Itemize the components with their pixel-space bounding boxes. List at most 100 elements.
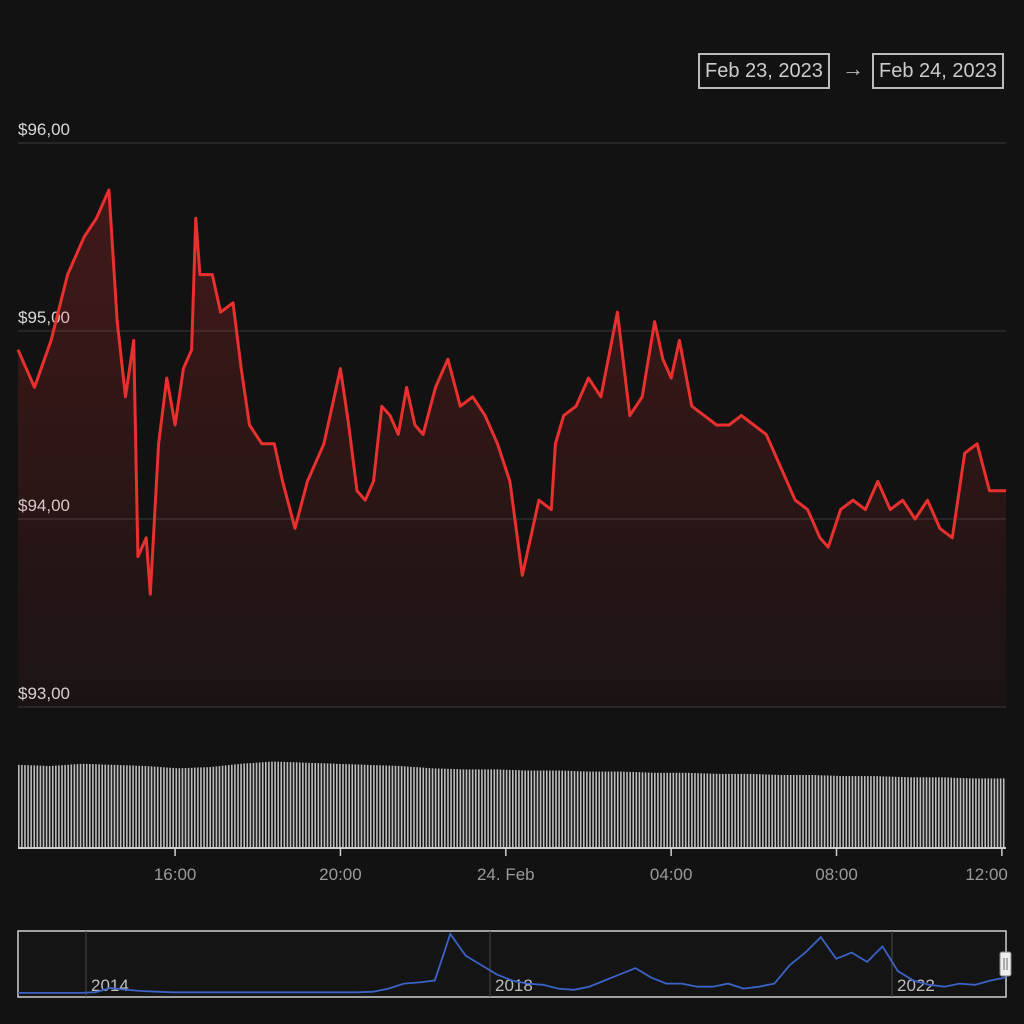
volume-bar bbox=[456, 769, 459, 847]
volume-bar bbox=[595, 771, 597, 847]
volume-bar bbox=[749, 773, 752, 847]
volume-bar bbox=[879, 776, 882, 847]
volume-bar bbox=[437, 768, 440, 847]
volume-bar bbox=[181, 768, 184, 847]
volume-bar bbox=[178, 768, 181, 847]
volume-bar bbox=[959, 778, 962, 847]
volume-bar bbox=[826, 775, 829, 847]
volume-bar bbox=[416, 767, 418, 847]
volume-bar bbox=[459, 769, 462, 847]
x-tick-label: 24. Feb bbox=[477, 865, 535, 884]
volume-bar bbox=[996, 778, 999, 847]
volume-bar bbox=[663, 772, 665, 848]
range-to-input[interactable]: Feb 24, 2023 bbox=[872, 53, 1004, 89]
volume-bar bbox=[792, 775, 795, 847]
volume-bar bbox=[67, 764, 69, 847]
volume-bar bbox=[286, 762, 289, 847]
volume-bar bbox=[490, 769, 492, 847]
x-tick-label: 16:00 bbox=[154, 865, 197, 884]
volume-bar bbox=[363, 764, 366, 847]
volume-bar bbox=[481, 769, 483, 847]
price-line[interactable] bbox=[16, 188, 1006, 596]
volume-bar bbox=[774, 774, 777, 847]
volume-bar bbox=[101, 764, 103, 847]
volume-bar bbox=[947, 777, 949, 847]
volume-bar bbox=[657, 772, 659, 848]
volume-bar bbox=[283, 761, 286, 847]
volume-bar bbox=[474, 769, 477, 847]
volume-bar bbox=[641, 772, 644, 847]
volume-bar bbox=[718, 773, 721, 847]
volume-bar bbox=[104, 764, 107, 847]
volume-bar bbox=[876, 776, 878, 847]
volume-bar bbox=[348, 764, 350, 847]
volume-bar bbox=[962, 778, 965, 847]
range-from-input[interactable]: Feb 23, 2023 bbox=[698, 53, 830, 89]
volume-bar bbox=[64, 765, 66, 847]
volume-bar bbox=[601, 771, 604, 847]
volume-bar bbox=[931, 777, 934, 848]
volume-bar bbox=[607, 771, 610, 847]
volume-bar bbox=[891, 776, 894, 847]
volume-bar bbox=[873, 776, 875, 847]
volume-bar bbox=[73, 764, 76, 847]
volume-bar bbox=[533, 770, 536, 847]
volume-bar bbox=[987, 778, 990, 847]
volume-bar bbox=[762, 774, 764, 847]
volume-bar bbox=[98, 764, 100, 847]
volume-bar bbox=[175, 768, 178, 847]
navigator-handle[interactable] bbox=[999, 951, 1012, 977]
volume-bar bbox=[830, 775, 832, 847]
navigator-tick-label: 2022 bbox=[897, 976, 935, 995]
volume-bar bbox=[728, 773, 730, 847]
volume-bar bbox=[549, 770, 551, 847]
y-tick-label: $96,00 bbox=[18, 120, 70, 139]
volume-bar bbox=[221, 765, 224, 847]
volume-bar bbox=[190, 767, 193, 847]
volume-bar bbox=[904, 777, 906, 847]
x-tick-label: 08:00 bbox=[815, 865, 858, 884]
volume-bar bbox=[984, 778, 986, 847]
volume-bar bbox=[765, 774, 767, 847]
volume-bar bbox=[369, 765, 372, 847]
volume-bar bbox=[200, 767, 202, 847]
volume-bar bbox=[447, 768, 449, 847]
volume-bar bbox=[95, 764, 97, 847]
volume-bar bbox=[388, 765, 391, 847]
volume-bar bbox=[280, 761, 283, 847]
volume-bar bbox=[999, 778, 1002, 847]
volume-bar bbox=[508, 769, 511, 847]
volume-bar bbox=[863, 776, 866, 847]
navigator-frame[interactable] bbox=[17, 930, 1007, 998]
volume-bar bbox=[703, 773, 706, 847]
volume-bar bbox=[193, 767, 196, 847]
volume-bar bbox=[308, 762, 310, 847]
volume-bar bbox=[428, 768, 431, 847]
volume-bar bbox=[604, 771, 607, 847]
volume-bar bbox=[243, 763, 245, 847]
volume-bar bbox=[113, 764, 116, 847]
volume-bar bbox=[613, 771, 616, 847]
volume-bar bbox=[166, 767, 168, 847]
volume-bar bbox=[654, 772, 656, 848]
volume-bar bbox=[465, 769, 468, 847]
volume-bar bbox=[583, 771, 585, 847]
volume-bar bbox=[184, 768, 187, 847]
volume-bar bbox=[925, 777, 928, 848]
volume-bar bbox=[342, 764, 344, 847]
volume-bar bbox=[669, 772, 672, 848]
x-axis-labels: 16:00 20:00 24. Feb 04:00 08:00 12:00 bbox=[154, 848, 1008, 884]
volume-bar bbox=[450, 768, 452, 847]
volume-bar bbox=[172, 767, 174, 847]
volume-bar bbox=[326, 763, 329, 847]
volume-bar bbox=[1002, 778, 1005, 847]
volume-bar bbox=[444, 768, 446, 847]
volume-bar bbox=[666, 772, 668, 848]
volume-bar bbox=[725, 773, 727, 847]
volume-bar bbox=[129, 765, 131, 847]
volume-bar bbox=[126, 765, 128, 847]
volume-bar bbox=[89, 764, 91, 847]
volume-bar bbox=[768, 774, 770, 847]
volume-bar bbox=[678, 772, 681, 848]
